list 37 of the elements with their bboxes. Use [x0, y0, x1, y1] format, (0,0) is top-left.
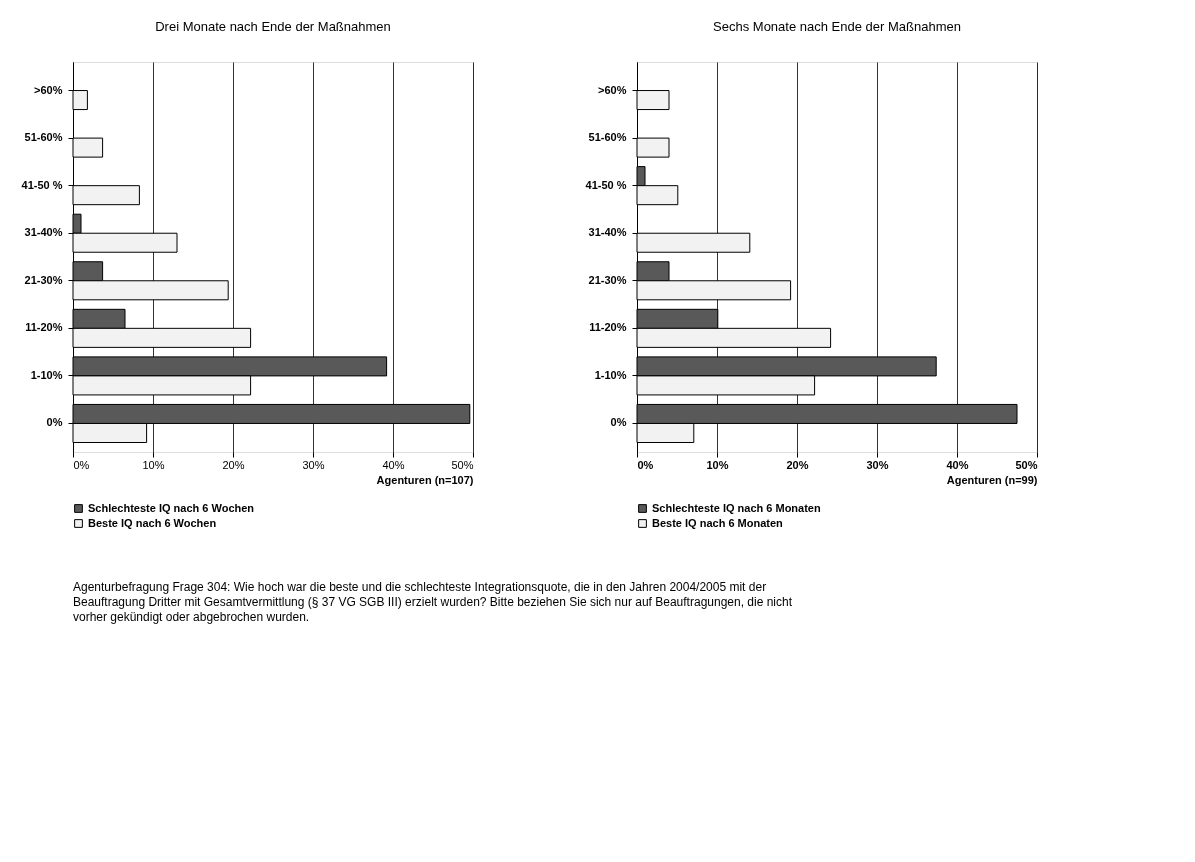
- x-tick-label: 40%: [946, 458, 969, 471]
- x-tick-label: 10%: [706, 458, 729, 471]
- x-axis-title: Agenturen (n=107): [376, 473, 474, 486]
- legend-label: Beste IQ nach 6 Monaten: [652, 516, 784, 529]
- y-tick-label: 21-30%: [24, 273, 63, 286]
- x-tick-label: 50%: [1015, 458, 1038, 471]
- y-tick-label: 0%: [46, 416, 63, 429]
- x-tick-label: 20%: [222, 458, 245, 471]
- y-tick-label: 41-50 %: [585, 178, 627, 191]
- y-tick-label: 1-10%: [30, 368, 63, 381]
- x-tick-label: 10%: [142, 458, 165, 471]
- x-axis-title: Agenturen (n=99): [946, 473, 1038, 486]
- x-tick-label: 40%: [382, 458, 405, 471]
- y-tick-label: 0%: [610, 416, 627, 429]
- x-tick-label: 0%: [73, 458, 90, 471]
- legend-label: Schlechteste IQ nach 6 Wochen: [88, 501, 255, 514]
- y-tick-label: >60%: [598, 83, 627, 96]
- chart-title: Drei Monate nach Ende der Maßnahmen: [155, 19, 391, 34]
- text: Agenturbefragung Frage 304: Wie hoch war die beste und die schlechteste Integrationsquote, die in den Jahren 2004/2005 mit der Beauftragung Dritter mit Gesamtvermittlung (§ 37 VG SGB III) erzielt wurden? Bitte beziehen Sie sich nur auf Beauftragungen, die nicht vorher gekündigt oder abgebrochen wurden.: [73, 580, 793, 624]
- legend-label: Schlechteste IQ nach 6 Monaten: [652, 501, 821, 514]
- y-tick-label: 11-20%: [25, 321, 63, 334]
- y-tick-label: 51-60%: [588, 131, 627, 144]
- x-tick-label: 20%: [786, 458, 809, 471]
- y-tick-label: 21-30%: [588, 273, 627, 286]
- y-tick-label: 31-40%: [24, 226, 63, 239]
- legend-label: Beste IQ nach 6 Wochen: [88, 516, 217, 529]
- x-tick-label: 50%: [451, 458, 474, 471]
- y-tick-label: >60%: [34, 83, 63, 96]
- y-tick-label: 11-20%: [589, 321, 627, 334]
- chart-title: Sechs Monate nach Ende der Maßnahmen: [713, 19, 961, 34]
- x-tick-label: 30%: [302, 458, 325, 471]
- y-tick-label: 1-10%: [594, 368, 627, 381]
- y-tick-label: 41-50 %: [21, 178, 63, 191]
- x-tick-label: 0%: [637, 458, 654, 471]
- x-tick-label: 30%: [866, 458, 889, 471]
- y-tick-label: 31-40%: [588, 226, 627, 239]
- y-tick-label: 51-60%: [24, 131, 63, 144]
